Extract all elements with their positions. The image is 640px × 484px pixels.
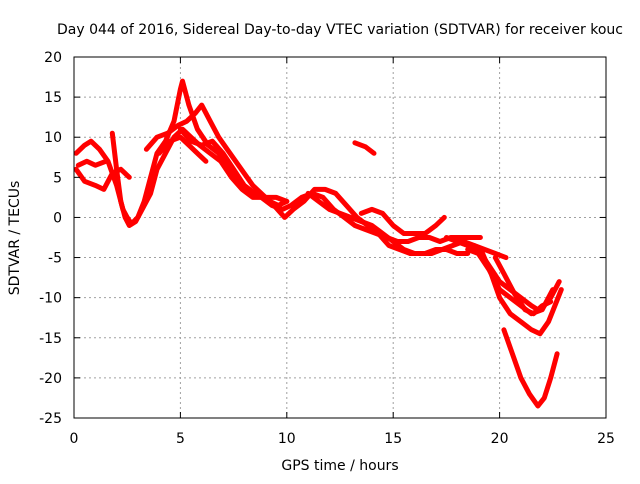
series-track-14 <box>501 327 560 409</box>
y-tick-labels: 20 15 10 5 0 -5 -10 -15 -20 -25 <box>39 50 62 427</box>
y-tick-label: 15 <box>44 90 62 106</box>
x-tick-label: 25 <box>597 431 615 447</box>
y-tick-label: 10 <box>44 130 62 146</box>
x-tick-label: 10 <box>278 431 296 447</box>
x-tick-label: 0 <box>70 431 79 447</box>
axis-ticks <box>73 56 607 419</box>
y-axis-label: SDTVAR / TECUs <box>7 181 23 296</box>
series-track-13 <box>471 243 564 337</box>
grid-lines <box>74 57 606 418</box>
x-axis-label: GPS time / hours <box>281 458 398 474</box>
x-tick-labels: 0 5 10 15 20 25 <box>70 431 615 447</box>
series-track-6 <box>177 126 290 204</box>
series-track-15 <box>492 255 554 317</box>
series-track-7 <box>75 158 109 168</box>
x-tick-label: 5 <box>176 431 185 447</box>
data-series <box>73 78 564 409</box>
y-tick-label: 5 <box>53 170 62 186</box>
y-tick-label: 0 <box>53 210 62 226</box>
plot-frame <box>73 56 607 419</box>
series-track-2 <box>73 166 132 192</box>
x-tick-label: 20 <box>491 431 509 447</box>
y-tick-label: 20 <box>44 50 62 66</box>
y-tick-label: -10 <box>39 291 62 307</box>
y-tick-label: -25 <box>39 411 62 427</box>
series-track-5 <box>156 134 209 164</box>
series-track-10 <box>358 206 447 236</box>
chart-title: Day 044 of 2016, Sidereal Day-to-day VTE… <box>57 22 623 38</box>
y-tick-label: -20 <box>39 371 62 387</box>
series-track-8 <box>352 140 377 156</box>
y-tick-label: -5 <box>48 251 62 267</box>
series-track-9 <box>305 190 471 256</box>
x-tick-label: 15 <box>384 431 402 447</box>
y-tick-label: -15 <box>39 331 62 347</box>
